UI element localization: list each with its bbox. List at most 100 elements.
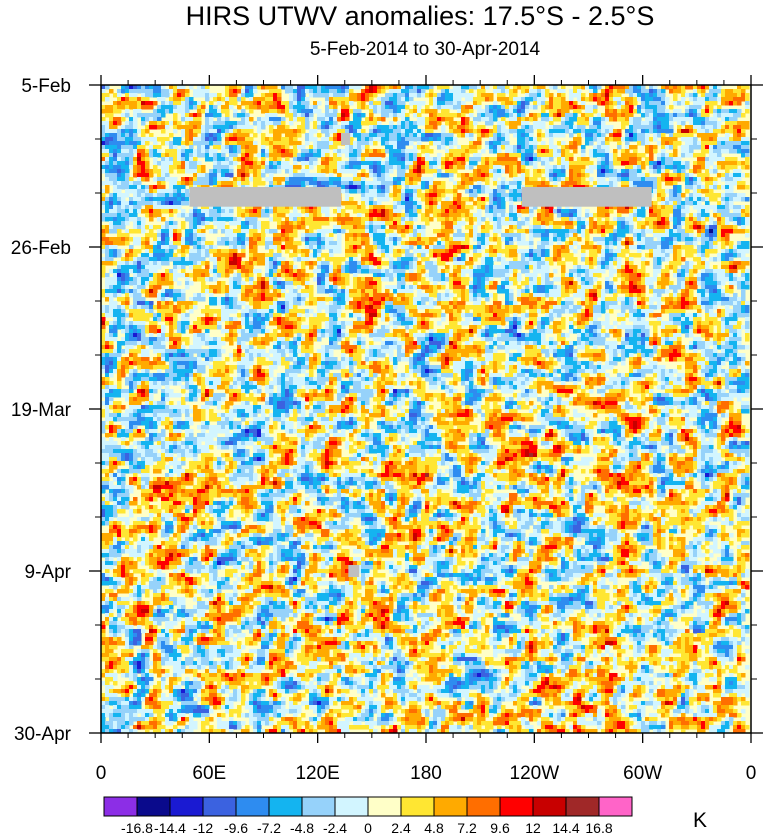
anomaly-cell <box>429 101 434 106</box>
anomaly-cell <box>269 157 274 162</box>
anomaly-cell <box>385 133 390 138</box>
anomaly-cell <box>369 197 374 202</box>
anomaly-cell <box>673 161 682 166</box>
anomaly-cell <box>125 261 130 266</box>
anomaly-cell <box>621 281 626 286</box>
anomaly-cell <box>117 97 122 102</box>
anomaly-cell <box>133 225 138 230</box>
anomaly-cell <box>493 269 510 274</box>
anomaly-cell <box>145 225 150 230</box>
anomaly-cell <box>685 201 694 206</box>
anomaly-cell <box>181 209 186 214</box>
anomaly-cell <box>161 233 166 238</box>
anomaly-cell <box>213 157 218 162</box>
anomaly-cell <box>149 273 154 278</box>
anomaly-cell <box>425 109 438 114</box>
anomaly-cell <box>593 133 598 138</box>
anomaly-cell <box>617 117 626 122</box>
anomaly-cell <box>157 177 166 182</box>
anomaly-cell <box>105 165 110 170</box>
anomaly-cell <box>353 181 362 186</box>
anomaly-cell <box>533 101 538 106</box>
anomaly-cell <box>701 177 706 182</box>
anomaly-cell <box>369 117 374 122</box>
anomaly-cell <box>157 97 166 102</box>
anomaly-cell <box>369 141 374 146</box>
anomaly-cell <box>721 281 726 286</box>
anomaly-cell <box>685 105 690 110</box>
anomaly-cell <box>193 229 198 234</box>
anomaly-cell <box>369 209 374 214</box>
anomaly-cell <box>445 189 454 194</box>
anomaly-cell <box>449 249 458 254</box>
anomaly-cell <box>137 217 142 222</box>
anomaly-cell <box>549 125 554 130</box>
anomaly-cell <box>169 193 174 198</box>
anomaly-cell <box>689 277 698 282</box>
anomaly-cell <box>373 201 378 206</box>
anomaly-cell <box>465 121 470 126</box>
anomaly-cell <box>153 89 162 94</box>
anomaly-cell <box>541 241 550 246</box>
anomaly-cell <box>681 161 686 166</box>
anomaly-cell <box>161 217 166 222</box>
anomaly-cell <box>245 161 254 166</box>
anomaly-cell <box>345 233 354 238</box>
anomaly-cell <box>605 113 618 118</box>
anomaly-cell <box>141 237 146 242</box>
anomaly-cell <box>217 281 222 286</box>
anomaly-cell <box>673 165 678 170</box>
anomaly-cell <box>485 177 490 182</box>
anomaly-cell <box>161 121 166 126</box>
anomaly-cell <box>425 197 430 202</box>
anomaly-cell <box>317 181 322 186</box>
anomaly-cell <box>665 273 670 278</box>
anomaly-cell <box>265 277 270 282</box>
anomaly-cell <box>265 161 270 166</box>
anomaly-cell <box>509 117 518 122</box>
anomaly-cell <box>249 229 258 234</box>
anomaly-cell <box>225 157 230 162</box>
anomaly-cell <box>101 197 106 202</box>
anomaly-cell <box>713 129 722 134</box>
anomaly-cell <box>501 217 506 222</box>
anomaly-cell <box>445 233 450 238</box>
anomaly-cell <box>497 185 502 190</box>
anomaly-cell <box>705 101 718 106</box>
anomaly-cell <box>157 237 162 242</box>
anomaly-cell <box>181 101 186 106</box>
anomaly-cell <box>157 189 174 194</box>
anomaly-cell <box>405 285 410 290</box>
anomaly-cell <box>125 273 130 278</box>
anomaly-cell <box>185 89 190 94</box>
anomaly-cell <box>517 133 522 138</box>
anomaly-cell <box>389 269 394 274</box>
anomaly-cell <box>265 257 270 262</box>
anomaly-cell <box>221 105 230 110</box>
anomaly-cell <box>453 185 458 190</box>
anomaly-cell <box>277 221 282 226</box>
anomaly-cell <box>125 277 130 282</box>
anomaly-cell <box>185 233 190 238</box>
anomaly-cell <box>625 85 630 90</box>
anomaly-cell <box>741 197 746 202</box>
anomaly-cell <box>141 105 154 110</box>
anomaly-cell <box>397 165 402 170</box>
anomaly-cell <box>625 169 630 174</box>
chart-title: HIRS UTWV anomalies: 17.5°S - 2.5°S <box>185 1 655 31</box>
anomaly-cell <box>277 169 282 174</box>
anomaly-cell <box>605 265 610 270</box>
anomaly-cell <box>129 157 134 162</box>
anomaly-cell <box>673 273 678 278</box>
anomaly-cell <box>193 269 210 274</box>
anomaly-cell <box>393 197 402 202</box>
anomaly-cell <box>481 185 486 190</box>
anomaly-cell <box>725 125 730 130</box>
anomaly-cell <box>453 281 462 286</box>
anomaly-cell <box>573 125 578 130</box>
anomaly-cell <box>413 193 418 198</box>
anomaly-cell <box>137 97 142 102</box>
anomaly-cell <box>725 253 734 258</box>
anomaly-cell <box>293 149 298 154</box>
anomaly-cell <box>597 257 602 262</box>
